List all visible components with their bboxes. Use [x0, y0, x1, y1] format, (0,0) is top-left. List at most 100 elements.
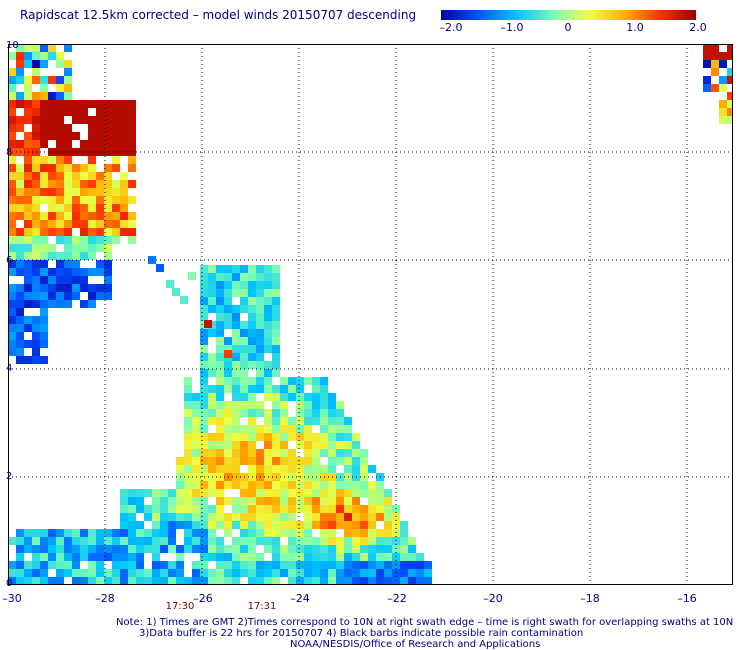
data-cell: [384, 545, 392, 553]
data-cell: [200, 281, 208, 289]
data-cell: [304, 489, 312, 497]
data-cell: [256, 569, 264, 577]
data-cell: [248, 561, 256, 569]
data-cell: [192, 529, 200, 537]
data-cell: [200, 457, 208, 465]
data-cell: [312, 377, 320, 385]
data-cell: [40, 308, 48, 316]
data-cell: [72, 260, 80, 268]
data-cell: [24, 140, 32, 148]
data-cell: [400, 561, 408, 569]
data-cell: [40, 569, 48, 577]
data-cell: [104, 204, 112, 212]
data-cell: [208, 465, 216, 473]
data-cell: [16, 324, 24, 332]
data-cell: [248, 505, 256, 513]
data-cell: [320, 561, 328, 569]
data-cell: [192, 449, 200, 457]
data-cell: [328, 393, 336, 401]
data-cell: [40, 561, 48, 569]
data-cell: [128, 212, 136, 220]
data-cell: [312, 457, 320, 465]
data-cell: [216, 417, 224, 425]
data-cell: [96, 196, 104, 204]
data-cell: [40, 316, 48, 324]
data-cell: [719, 116, 727, 124]
data-cell: [48, 100, 56, 108]
data-cell: [320, 545, 328, 553]
data-cell: [200, 273, 208, 281]
data-cell: [288, 377, 296, 385]
data-cell: [264, 457, 272, 465]
data-cell: [232, 273, 240, 281]
data-cell: [208, 537, 216, 545]
data-cell: [32, 196, 40, 204]
data-cell: [88, 228, 96, 236]
data-cell: [280, 401, 288, 409]
data-cell: [88, 553, 96, 561]
data-cell: [96, 292, 104, 300]
data-cell: [272, 281, 280, 289]
data-cell: [184, 449, 192, 457]
data-cell: [336, 521, 344, 529]
data-cell: [24, 116, 32, 124]
data-cell: [280, 449, 288, 457]
data-cell: [88, 268, 96, 276]
data-cell: [344, 481, 352, 489]
data-cell: [24, 252, 32, 260]
data-cell: [264, 497, 272, 505]
data-cell: [296, 553, 304, 561]
data-cell: [711, 68, 719, 76]
data-cell: [24, 204, 32, 212]
data-cell: [384, 505, 392, 513]
data-cell: [176, 553, 184, 561]
data-cell: [112, 100, 120, 108]
data-cell: [152, 521, 160, 529]
data-cell: [24, 132, 32, 140]
data-cell: [256, 465, 264, 473]
time-label: 17:30: [165, 601, 195, 612]
data-cell: [328, 505, 336, 513]
data-cell: [48, 204, 56, 212]
data-cell: [56, 180, 64, 188]
data-cell: [256, 537, 264, 545]
data-cell: [719, 108, 727, 116]
data-cell: [48, 529, 56, 537]
data-cell: [336, 417, 344, 425]
data-cell: [264, 385, 272, 393]
data-cell: [80, 284, 88, 292]
data-cell: [216, 265, 224, 273]
data-cell: [264, 449, 272, 457]
data-cell: [216, 337, 224, 345]
data-cell: [16, 308, 24, 316]
data-cell: [352, 513, 360, 521]
data-cell: [8, 116, 16, 124]
data-cell: [48, 156, 56, 164]
data-cell: [80, 236, 88, 244]
data-cell: [24, 561, 32, 569]
data-cell: [32, 116, 40, 124]
data-cell: [703, 52, 711, 60]
data-cell: [256, 281, 264, 289]
data-cell: [328, 433, 336, 441]
data-cell: [160, 569, 168, 577]
data-cell: [240, 337, 248, 345]
data-cell: [40, 84, 48, 92]
data-cell: [64, 164, 72, 172]
data-cell: [360, 537, 368, 545]
data-cell: [56, 553, 64, 561]
data-cell: [264, 281, 272, 289]
data-cell: [40, 529, 48, 537]
data-cell: [264, 297, 272, 305]
data-cell: [8, 124, 16, 132]
data-cell: [184, 441, 192, 449]
data-cell: [16, 316, 24, 324]
data-cell: [344, 529, 352, 537]
data-cell: [72, 553, 80, 561]
data-cell: [272, 441, 280, 449]
data-cell: [248, 569, 256, 577]
data-cell: [400, 537, 408, 545]
data-cell: [128, 497, 136, 505]
data-cell: [368, 577, 376, 585]
data-cell: [360, 465, 368, 473]
